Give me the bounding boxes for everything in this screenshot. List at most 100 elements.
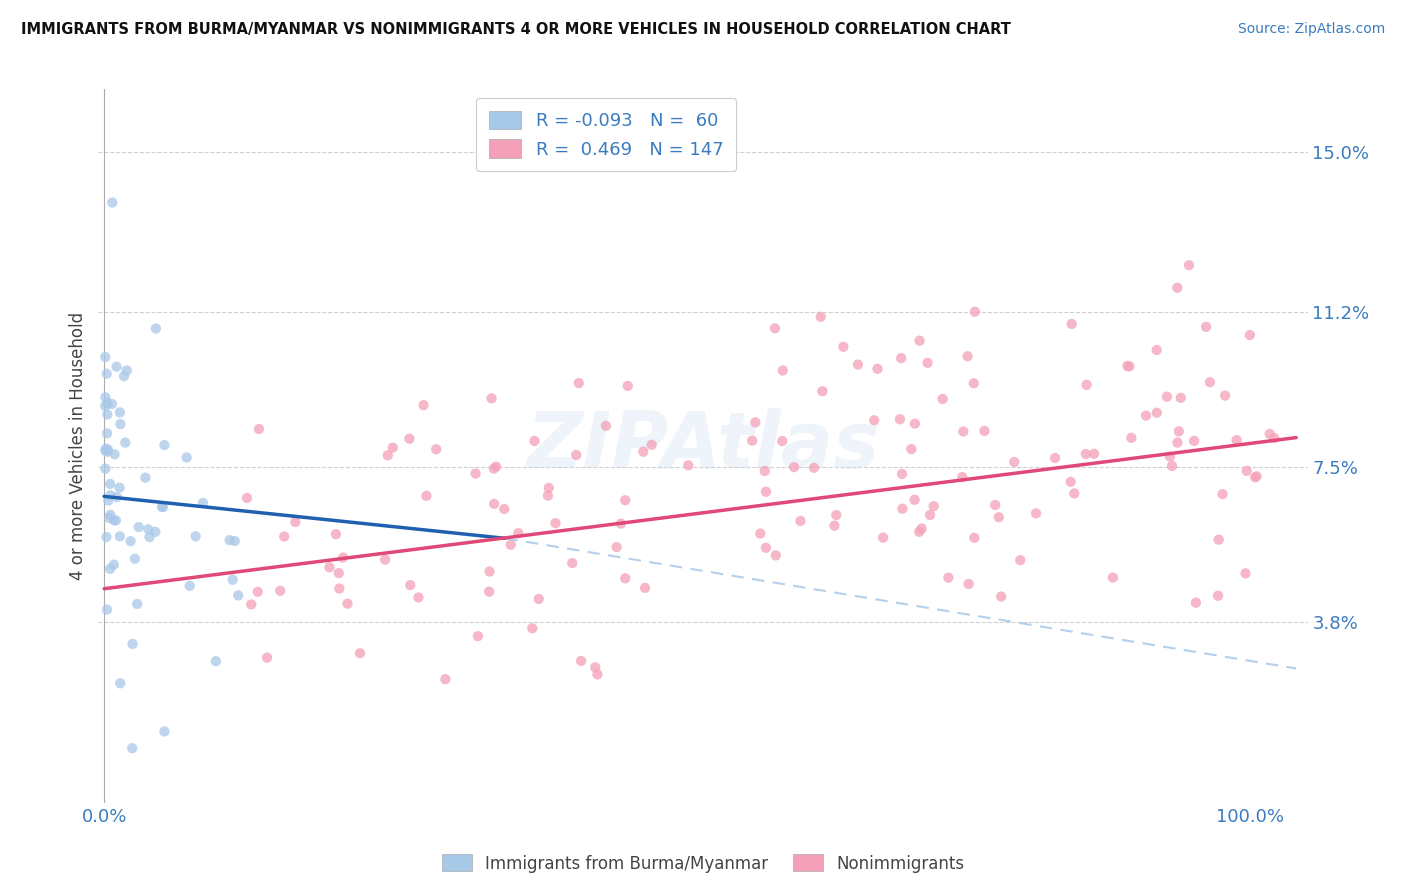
Legend: Immigrants from Burma/Myanmar, Nonimmigrants: Immigrants from Burma/Myanmar, Nonimmigr… bbox=[434, 847, 972, 880]
Point bbox=[678, 458, 700, 473]
Point bbox=[269, 583, 291, 598]
Point bbox=[481, 392, 503, 406]
Point bbox=[963, 376, 986, 391]
Point bbox=[1239, 328, 1261, 343]
Point bbox=[318, 560, 340, 574]
Point bbox=[1234, 566, 1257, 581]
Point bbox=[94, 461, 117, 475]
Point bbox=[1102, 570, 1125, 584]
Point bbox=[101, 195, 124, 210]
Point bbox=[100, 488, 122, 502]
Point bbox=[1059, 475, 1081, 489]
Point bbox=[950, 470, 973, 484]
Point bbox=[121, 741, 143, 756]
Point bbox=[634, 581, 657, 595]
Point bbox=[240, 598, 263, 612]
Text: IMMIGRANTS FROM BURMA/MYANMAR VS NONIMMIGRANTS 4 OR MORE VEHICLES IN HOUSEHOLD C: IMMIGRANTS FROM BURMA/MYANMAR VS NONIMMI… bbox=[21, 22, 1011, 37]
Point bbox=[104, 447, 127, 461]
Point bbox=[908, 334, 931, 348]
Point bbox=[112, 369, 135, 384]
Point bbox=[1025, 506, 1047, 520]
Point bbox=[846, 358, 869, 372]
Point bbox=[143, 524, 166, 539]
Point bbox=[94, 390, 117, 404]
Point bbox=[1263, 431, 1285, 445]
Point bbox=[1161, 458, 1184, 473]
Point bbox=[987, 510, 1010, 524]
Point bbox=[103, 513, 125, 527]
Point bbox=[963, 304, 986, 318]
Point bbox=[889, 412, 911, 426]
Point bbox=[569, 654, 592, 668]
Point bbox=[537, 481, 560, 495]
Point bbox=[184, 529, 207, 543]
Point bbox=[218, 533, 240, 548]
Point bbox=[96, 602, 118, 616]
Point bbox=[98, 511, 121, 525]
Point bbox=[825, 508, 848, 522]
Point bbox=[1178, 258, 1201, 272]
Point bbox=[108, 481, 131, 495]
Point bbox=[108, 405, 131, 419]
Point bbox=[284, 515, 307, 529]
Point bbox=[911, 522, 934, 536]
Point bbox=[633, 444, 655, 458]
Point bbox=[108, 529, 131, 543]
Point bbox=[754, 464, 776, 478]
Point bbox=[247, 422, 270, 436]
Point bbox=[1156, 390, 1178, 404]
Point bbox=[523, 434, 546, 448]
Point bbox=[114, 435, 136, 450]
Point bbox=[105, 359, 128, 374]
Point bbox=[810, 310, 832, 324]
Point bbox=[984, 498, 1007, 512]
Point bbox=[408, 591, 430, 605]
Point bbox=[1213, 389, 1236, 403]
Point bbox=[377, 448, 399, 462]
Point bbox=[138, 530, 160, 544]
Point bbox=[527, 591, 550, 606]
Point bbox=[606, 540, 628, 554]
Point bbox=[565, 448, 588, 462]
Point bbox=[205, 654, 228, 668]
Point bbox=[866, 362, 889, 376]
Point bbox=[1063, 486, 1085, 500]
Point bbox=[614, 571, 637, 585]
Point bbox=[1116, 359, 1139, 373]
Point bbox=[96, 408, 118, 422]
Point bbox=[610, 516, 633, 531]
Point bbox=[803, 460, 825, 475]
Point bbox=[973, 424, 995, 438]
Point bbox=[640, 438, 662, 452]
Point bbox=[381, 441, 404, 455]
Point bbox=[832, 340, 855, 354]
Point bbox=[863, 413, 886, 427]
Point bbox=[374, 552, 396, 566]
Point bbox=[499, 538, 522, 552]
Point bbox=[152, 500, 174, 514]
Point bbox=[124, 551, 146, 566]
Point bbox=[755, 541, 778, 555]
Point bbox=[96, 426, 118, 441]
Point bbox=[938, 571, 960, 585]
Point bbox=[104, 513, 127, 527]
Point bbox=[1166, 435, 1188, 450]
Point bbox=[1146, 406, 1168, 420]
Point bbox=[616, 379, 638, 393]
Point bbox=[1010, 553, 1032, 567]
Point bbox=[963, 531, 986, 545]
Point bbox=[97, 493, 120, 508]
Point bbox=[399, 578, 422, 592]
Point bbox=[1170, 391, 1192, 405]
Point bbox=[956, 349, 979, 363]
Point bbox=[349, 646, 371, 660]
Point bbox=[1146, 343, 1168, 357]
Point bbox=[101, 397, 124, 411]
Point bbox=[179, 579, 201, 593]
Point bbox=[772, 363, 794, 377]
Point bbox=[425, 442, 447, 457]
Point bbox=[744, 416, 766, 430]
Point bbox=[97, 442, 120, 457]
Point bbox=[1166, 281, 1188, 295]
Point bbox=[872, 531, 894, 545]
